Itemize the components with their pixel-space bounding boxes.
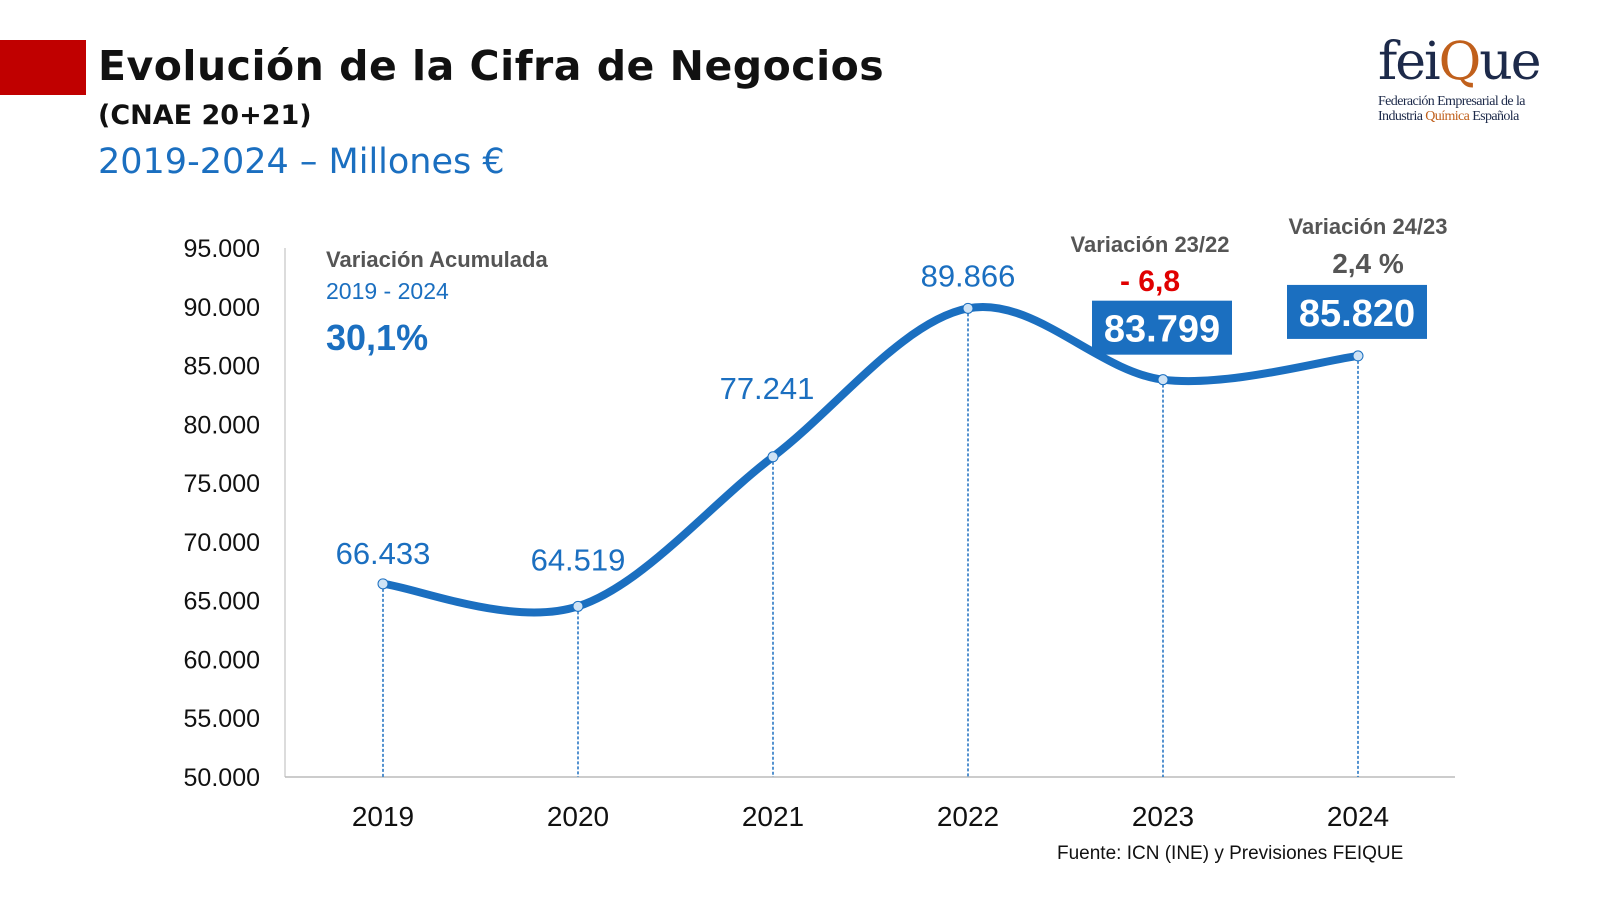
data-point [1352,350,1364,362]
y-tick-label: 55.000 [184,705,260,733]
cumulative-variation-label: Variación Acumulada [326,247,548,272]
y-tick-label: 80.000 [184,411,260,439]
y-tick-label: 95.000 [184,235,260,263]
data-label: 66.433 [336,536,431,571]
y-tick-label: 60.000 [184,646,260,674]
y-tick-label: 50.000 [184,764,260,792]
cumulative-variation-period: 2019 - 2024 [326,278,449,304]
y-tick-label: 90.000 [184,294,260,322]
y-tick-label: 70.000 [184,529,260,557]
x-tick-label: 2020 [547,801,609,832]
data-label: 89.866 [921,258,1016,293]
source-note: Fuente: ICN (INE) y Previsiones FEIQUE [1057,843,1404,864]
subtitle: (CNAE 20+21) [98,100,312,131]
variation-24-23-label: Variación 24/23 [1289,214,1448,239]
data-label-box [1287,284,1427,339]
period-subtitle: 2019-2024 – Millones € [98,142,505,182]
data-point [962,302,974,314]
data-point [377,578,389,590]
x-tick-label: 2023 [1132,801,1194,832]
y-tick-label: 75.000 [184,470,260,498]
data-label: 64.519 [531,542,626,577]
series-line [379,302,1362,617]
feique-logo: feiQue Federación Empresarial de la Indu… [1378,32,1542,124]
data-point [1157,374,1169,386]
data-label-box [1092,300,1232,355]
y-tick-label: 85.000 [184,353,260,381]
x-tick-label: 2021 [742,801,804,832]
x-tick-label: 2019 [352,801,414,832]
variation-24-23-value: 2,4 % [1332,248,1404,279]
data-label: 77.241 [720,371,815,406]
variation-23-22-value: - 6,8 [1120,265,1180,298]
cumulative-variation-value: 30,1% [326,317,428,358]
y-tick-label: 65.000 [184,588,260,616]
accent-bar [0,40,86,95]
data-point [767,451,779,463]
x-tick-label: 2024 [1327,801,1389,832]
data-label: 85.820 [1299,293,1415,335]
variation-23-22-label: Variación 23/22 [1071,232,1230,257]
data-point [572,600,584,612]
data-label: 83.799 [1104,309,1220,351]
page-title: Evolución de la Cifra de Negocios [98,42,885,90]
x-tick-label: 2022 [937,801,999,832]
